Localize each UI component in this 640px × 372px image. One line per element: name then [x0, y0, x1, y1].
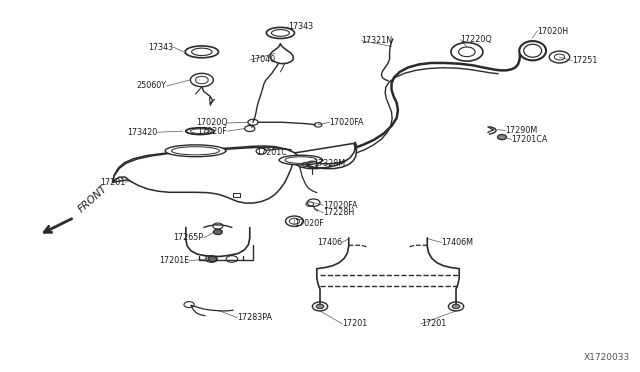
- Text: 17020H: 17020H: [537, 26, 568, 36]
- Text: FRONT: FRONT: [76, 184, 109, 215]
- Ellipse shape: [172, 147, 220, 155]
- Text: 25060Y: 25060Y: [137, 81, 167, 90]
- Text: 17251: 17251: [572, 56, 598, 65]
- Text: 17283PA: 17283PA: [237, 313, 272, 322]
- Text: 17020Q: 17020Q: [196, 119, 227, 128]
- Ellipse shape: [279, 155, 323, 165]
- Circle shape: [208, 256, 217, 262]
- Text: 17201C: 17201C: [256, 148, 287, 157]
- Text: 17020F: 17020F: [198, 126, 227, 136]
- Text: 17201E: 17201E: [159, 256, 189, 265]
- Polygon shape: [113, 142, 356, 203]
- Text: 17290M: 17290M: [505, 126, 538, 135]
- Text: 17201CA: 17201CA: [511, 135, 548, 144]
- Text: 173420: 173420: [127, 128, 157, 137]
- Circle shape: [452, 304, 460, 309]
- Text: 17020F: 17020F: [294, 219, 324, 228]
- Polygon shape: [113, 143, 355, 182]
- Text: 17201: 17201: [421, 320, 446, 328]
- Text: 17321N: 17321N: [362, 36, 392, 45]
- Ellipse shape: [524, 44, 541, 57]
- Text: 17201: 17201: [342, 320, 367, 328]
- Circle shape: [316, 304, 324, 309]
- Text: 17040: 17040: [250, 55, 275, 64]
- Text: 17020FA: 17020FA: [330, 118, 364, 127]
- Ellipse shape: [190, 129, 209, 134]
- Text: 17406M: 17406M: [442, 238, 474, 247]
- Text: 17020FA: 17020FA: [323, 201, 358, 210]
- Text: 17406: 17406: [317, 238, 342, 247]
- Text: 17201: 17201: [100, 178, 125, 187]
- Ellipse shape: [186, 128, 214, 135]
- Ellipse shape: [271, 30, 289, 36]
- Text: X1720033: X1720033: [584, 353, 630, 362]
- Text: 17220Q: 17220Q: [461, 35, 492, 44]
- Ellipse shape: [285, 157, 317, 163]
- Text: 17228H: 17228H: [323, 208, 355, 217]
- Ellipse shape: [185, 46, 218, 58]
- Ellipse shape: [191, 48, 212, 55]
- Ellipse shape: [266, 28, 294, 38]
- Text: 17343: 17343: [288, 22, 313, 31]
- Text: 17328M: 17328M: [314, 159, 346, 168]
- Circle shape: [497, 135, 506, 140]
- Ellipse shape: [165, 145, 226, 157]
- Circle shape: [213, 230, 222, 235]
- Text: 17265P: 17265P: [173, 233, 204, 243]
- Ellipse shape: [519, 41, 546, 60]
- Text: 17343: 17343: [148, 42, 173, 51]
